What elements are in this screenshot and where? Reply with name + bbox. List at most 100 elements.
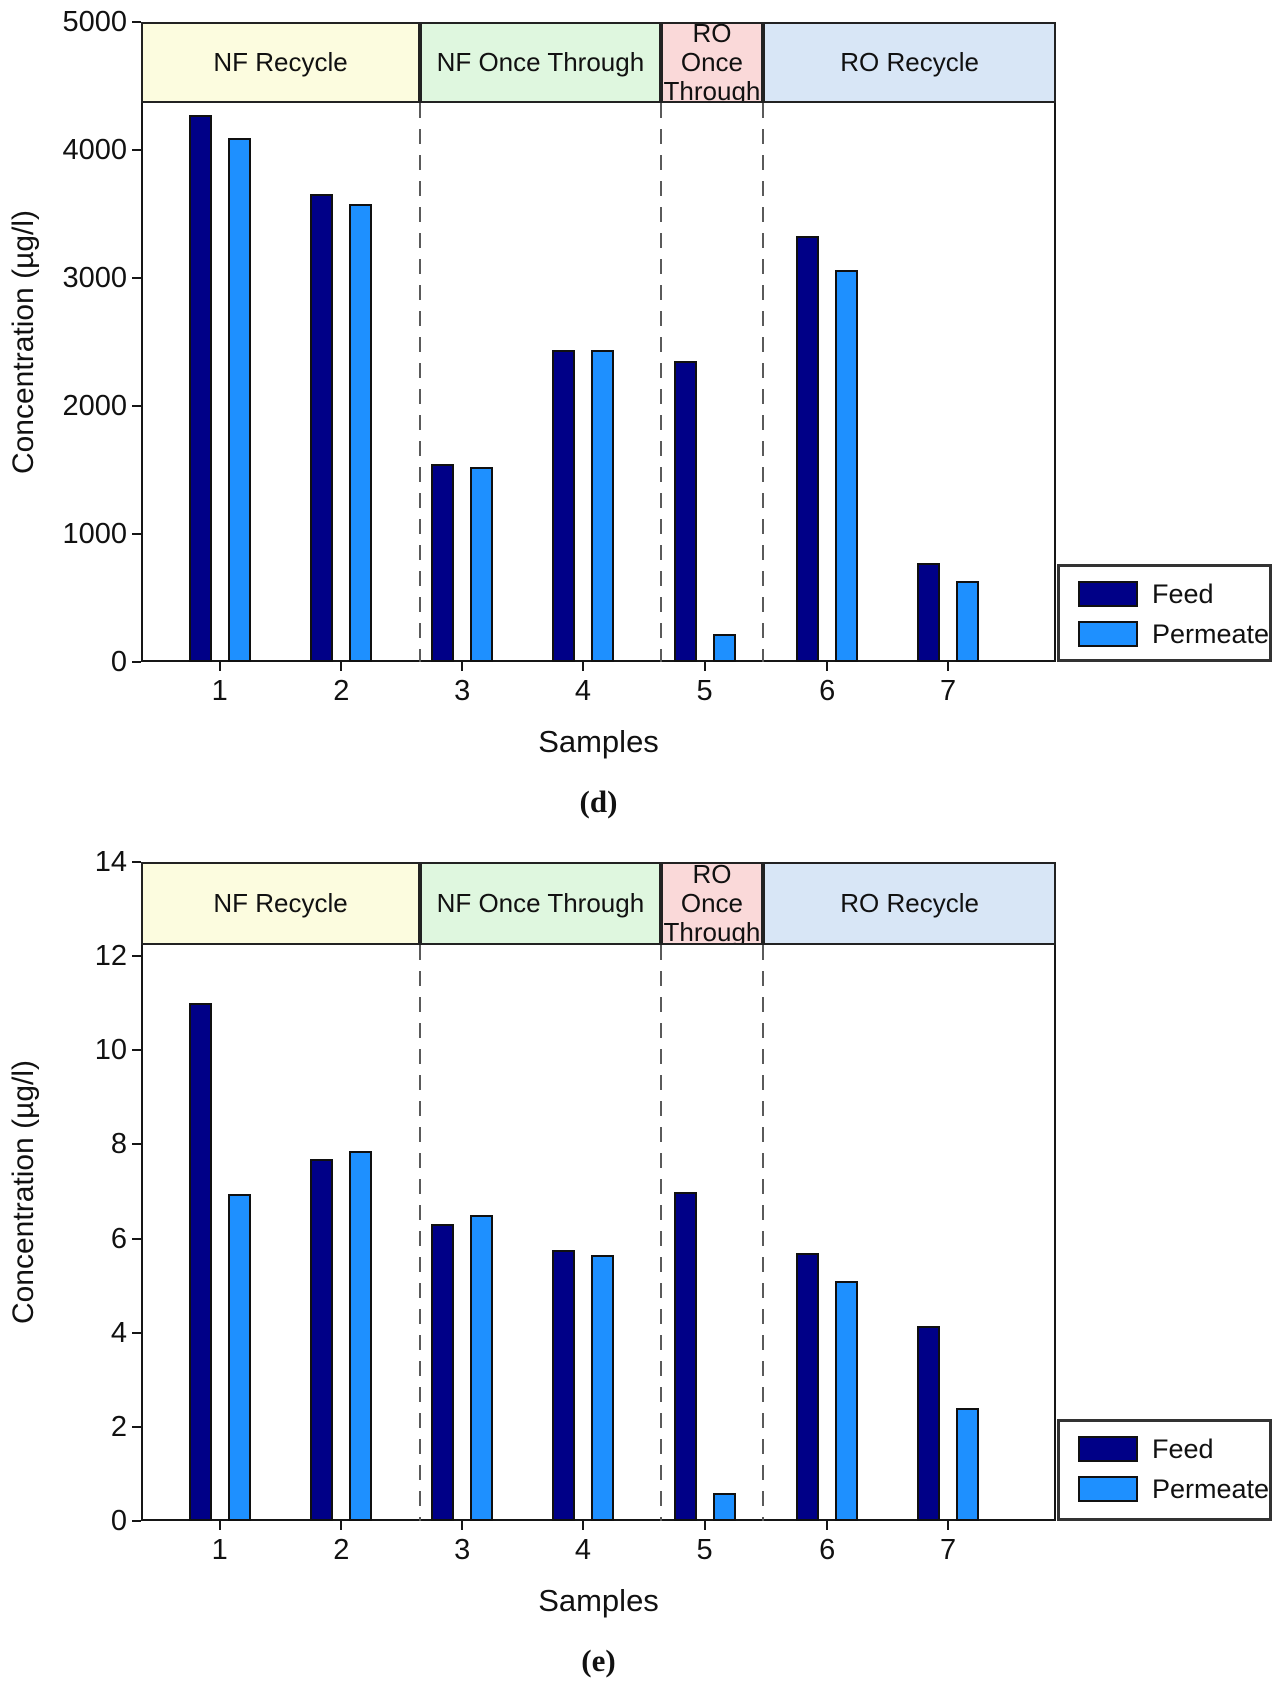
- x-tick: [947, 662, 950, 671]
- bar-feed-sample-4: [551, 1250, 575, 1521]
- x-tick-label: 2: [333, 675, 350, 707]
- y-tick: [132, 1425, 141, 1428]
- y-tick-label: 14: [94, 846, 127, 878]
- x-tick-label: 1: [211, 1534, 228, 1566]
- bar-permeate-sample-6: [835, 1280, 859, 1521]
- y-tick: [132, 955, 141, 958]
- bar-permeate-sample-2: [349, 203, 373, 662]
- y-tick: [132, 661, 141, 663]
- bar-permeate-sample-3: [470, 1215, 494, 1521]
- x-tick: [826, 662, 829, 671]
- x-tick: [461, 662, 464, 671]
- y-tick: [132, 21, 141, 23]
- bar-permeate-sample-6: [835, 270, 859, 662]
- legend-label-permeate: Permeate: [1152, 1474, 1270, 1504]
- y-tick-label: 12: [94, 940, 127, 973]
- region-band-3: RO Recycle: [763, 862, 1056, 945]
- x-tick: [703, 662, 706, 671]
- region-band-1: NF Once Through: [420, 862, 661, 945]
- x-tick-label: 2: [333, 1534, 350, 1566]
- region-band-0: NF Recycle: [141, 22, 421, 103]
- y-tick: [132, 405, 141, 407]
- y-tick: [132, 861, 141, 863]
- bar-permeate-sample-5: [712, 1492, 736, 1521]
- legend: Feed Permeate: [1057, 564, 1272, 662]
- legend-swatch-feed: [1078, 581, 1138, 607]
- y-tick-label: 4000: [62, 134, 127, 166]
- bar-feed-sample-6: [796, 235, 820, 662]
- region-band-0: NF Recycle: [141, 862, 421, 945]
- region-band-1: NF Once Through: [420, 22, 661, 103]
- region-separator-2: [762, 945, 765, 1521]
- bar-feed-sample-2: [310, 1158, 334, 1521]
- bar-feed-sample-5: [673, 361, 697, 662]
- y-tick: [132, 149, 141, 151]
- x-axis-title: Samples: [538, 1583, 659, 1618]
- y-tick-label: 3000: [62, 262, 127, 294]
- bar-permeate-sample-2: [349, 1151, 373, 1521]
- y-tick-label: 2: [110, 1410, 127, 1443]
- bar-feed-sample-1: [188, 115, 212, 662]
- x-tick: [461, 1521, 464, 1530]
- x-tick-label: 3: [454, 675, 471, 707]
- y-tick: [132, 533, 141, 535]
- x-tick-label: 4: [574, 675, 591, 707]
- bar-permeate-sample-5: [712, 633, 736, 662]
- bar-permeate-sample-7: [956, 1408, 980, 1521]
- legend-label-permeate: Permeate: [1152, 619, 1270, 649]
- x-tick-label: 4: [574, 1534, 591, 1566]
- x-tick: [703, 1521, 706, 1530]
- bar-feed-sample-3: [431, 1224, 455, 1521]
- bar-permeate-sample-4: [590, 349, 614, 662]
- bar-feed-sample-7: [917, 1325, 941, 1521]
- y-tick: [132, 277, 141, 279]
- region-band-3: RO Recycle: [763, 22, 1056, 103]
- region-band-2: RO Once Through: [660, 22, 764, 103]
- region-separator-0: [419, 103, 422, 662]
- bar-feed-sample-3: [431, 463, 455, 662]
- legend-label-feed: Feed: [1152, 1434, 1214, 1464]
- bar-feed-sample-1: [188, 1003, 212, 1521]
- legend-swatch-feed: [1078, 1436, 1138, 1462]
- y-tick-label: 0: [110, 1505, 127, 1537]
- x-tick: [218, 662, 221, 671]
- x-tick-label: 7: [939, 1534, 957, 1566]
- y-tick-label: 0: [110, 646, 127, 678]
- x-tick: [581, 662, 584, 671]
- chart-caption: (e): [581, 1643, 616, 1678]
- chart-caption: (d): [579, 784, 618, 819]
- y-tick: [132, 1049, 141, 1052]
- legend: Feed Permeate: [1057, 1419, 1272, 1521]
- bar-feed-sample-4: [551, 349, 575, 662]
- y-tick-label: 6: [110, 1222, 127, 1255]
- x-tick-label: 7: [939, 675, 957, 707]
- y-tick: [132, 1237, 141, 1240]
- x-tick: [340, 1521, 343, 1530]
- region-separator-2: [762, 103, 765, 662]
- bar-feed-sample-5: [673, 1191, 697, 1521]
- region-separator-1: [659, 945, 662, 1521]
- y-tick-label: 4: [110, 1316, 127, 1349]
- x-tick: [826, 1521, 829, 1530]
- x-axis-title: Samples: [538, 724, 659, 759]
- x-tick-label: 6: [819, 1534, 836, 1566]
- legend-label-feed: Feed: [1152, 579, 1214, 609]
- x-tick-label: 6: [819, 675, 836, 707]
- region-separator-1: [659, 103, 662, 662]
- bar-permeate-sample-4: [590, 1255, 614, 1521]
- x-tick: [340, 662, 343, 671]
- x-tick: [218, 1521, 221, 1530]
- y-axis-title: Concentration (µg/l): [7, 1059, 40, 1324]
- y-tick-label: 8: [110, 1128, 127, 1161]
- y-tick: [132, 1331, 141, 1334]
- y-tick: [132, 1520, 141, 1522]
- x-tick-label: 5: [696, 1534, 713, 1566]
- region-band-2: RO Once Through: [660, 862, 764, 945]
- bar-permeate-sample-7: [956, 581, 980, 662]
- y-tick: [132, 1143, 141, 1146]
- y-tick-label: 5000: [62, 6, 127, 38]
- x-tick-label: 1: [211, 675, 228, 707]
- x-tick: [947, 1521, 950, 1530]
